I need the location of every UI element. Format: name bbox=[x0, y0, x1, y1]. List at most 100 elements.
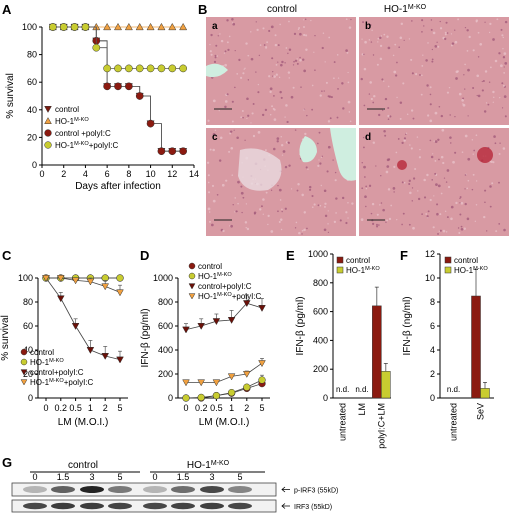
panel-b-histology: control HO-1M-KO a b c d bbox=[206, 4, 509, 236]
histology-texture bbox=[464, 27, 467, 29]
histology-texture bbox=[229, 225, 231, 227]
histology-texture bbox=[234, 211, 236, 213]
e-y-tick-label: 600 bbox=[313, 307, 328, 317]
histology-texture bbox=[380, 174, 382, 177]
histology-texture bbox=[439, 229, 442, 232]
a-legend-marker bbox=[44, 141, 52, 149]
histology-texture bbox=[472, 153, 474, 155]
c-x-tick-label: 2 bbox=[103, 403, 108, 413]
d-data-point bbox=[212, 318, 221, 326]
panel-d-chart: 0 200 400 600 800 1000 0 0.2 0.5 1 2 5 LM (M.O.I.) IF… bbox=[140, 262, 270, 428]
histology-texture bbox=[441, 128, 445, 132]
histology-texture bbox=[258, 54, 261, 57]
histology-texture bbox=[294, 129, 297, 131]
histology-texture bbox=[387, 188, 391, 191]
histology-texture bbox=[410, 147, 413, 150]
histology-texture bbox=[499, 96, 501, 99]
histology-texture bbox=[364, 40, 367, 44]
histology-texture bbox=[498, 52, 501, 55]
histology-texture bbox=[240, 76, 243, 79]
histology-texture bbox=[224, 100, 228, 103]
histology-texture bbox=[410, 58, 413, 61]
histology-texture bbox=[431, 48, 433, 51]
histology-texture bbox=[287, 141, 289, 144]
e-legend-swatch bbox=[336, 266, 344, 274]
histology-texture bbox=[431, 60, 434, 63]
histology-texture bbox=[318, 131, 321, 134]
histology-texture bbox=[501, 34, 504, 37]
a-legend-label: HO-1M-KO bbox=[55, 117, 89, 126]
histology-texture bbox=[270, 25, 274, 29]
band-arrow bbox=[281, 486, 290, 493]
histology-texture bbox=[491, 182, 494, 185]
histology-texture bbox=[337, 88, 339, 90]
histology-texture bbox=[501, 82, 504, 85]
histology-texture bbox=[429, 103, 432, 106]
histology-texture bbox=[368, 93, 371, 95]
histology-texture bbox=[361, 187, 364, 190]
histology-texture bbox=[345, 211, 348, 214]
a-data-point bbox=[92, 43, 101, 52]
histology-texture bbox=[426, 215, 429, 218]
histology-texture bbox=[327, 145, 331, 149]
a-data-point bbox=[125, 82, 133, 91]
histology-texture bbox=[411, 72, 414, 75]
histology-texture bbox=[311, 194, 314, 198]
panel-g-blot: control HO-1M-KO 0 1.5 3 5 0 1.5 3 5 p-IRF3 (55kD)… bbox=[11, 460, 338, 513]
histology-texture bbox=[422, 54, 424, 56]
f-legend-swatch bbox=[444, 256, 452, 264]
histology-texture bbox=[380, 35, 383, 37]
d-x-tick-label: 0 bbox=[183, 403, 188, 413]
histology-tile bbox=[206, 128, 356, 236]
histology-texture bbox=[299, 56, 301, 59]
histology-texture bbox=[324, 61, 326, 63]
c-x-tick-label: 0.2 bbox=[55, 403, 68, 413]
histology-texture bbox=[494, 59, 498, 63]
histology-texture bbox=[484, 70, 488, 73]
histology-texture bbox=[287, 52, 289, 55]
c-data-point bbox=[116, 356, 124, 364]
c-y-tick-label: 20 bbox=[23, 369, 33, 379]
histology-texture bbox=[379, 44, 383, 48]
histology-texture bbox=[447, 185, 451, 189]
histology-texture bbox=[372, 141, 376, 144]
histology-texture bbox=[408, 179, 411, 182]
histology-texture bbox=[279, 23, 281, 26]
histology-texture bbox=[224, 105, 227, 109]
d-data-point bbox=[182, 394, 190, 402]
histology-texture bbox=[228, 35, 231, 38]
histology-texture bbox=[463, 74, 465, 76]
histology-texture bbox=[285, 104, 288, 107]
d-data-point bbox=[258, 305, 266, 312]
histology-texture bbox=[280, 228, 283, 231]
histology-texture bbox=[238, 58, 241, 62]
histology-texture bbox=[419, 74, 421, 76]
histology-texture bbox=[464, 202, 467, 206]
histology-texture bbox=[223, 52, 226, 54]
histology-texture bbox=[329, 117, 332, 120]
histology-texture bbox=[482, 80, 485, 82]
d-y-tick-label: 600 bbox=[158, 321, 173, 331]
histology-texture bbox=[285, 47, 288, 49]
histology-texture bbox=[244, 67, 246, 69]
a-data-point bbox=[113, 22, 123, 31]
a-y-tick-label: 0 bbox=[32, 160, 37, 170]
histology-texture bbox=[386, 165, 390, 168]
histology-texture bbox=[303, 211, 307, 214]
histology-texture bbox=[462, 103, 466, 107]
histology-texture bbox=[418, 156, 422, 159]
histology-texture bbox=[327, 223, 329, 225]
histology-texture bbox=[229, 130, 233, 133]
d-data-point bbox=[258, 360, 266, 368]
panel-c-chart: 0 20 40 60 80 100 0 0.2 0.5 1 2 5 LM (M.O.I.) % survi… bbox=[0, 273, 128, 428]
histology-texture bbox=[475, 19, 479, 22]
histology-texture bbox=[274, 34, 277, 37]
histology-texture bbox=[403, 39, 405, 41]
histology-texture bbox=[436, 41, 438, 43]
histology-texture bbox=[383, 80, 385, 82]
c-data-point bbox=[71, 277, 80, 285]
histology-texture bbox=[244, 221, 248, 224]
p-irf3-band bbox=[171, 486, 195, 493]
histology-texture bbox=[406, 113, 409, 115]
d-data-point bbox=[227, 388, 236, 397]
